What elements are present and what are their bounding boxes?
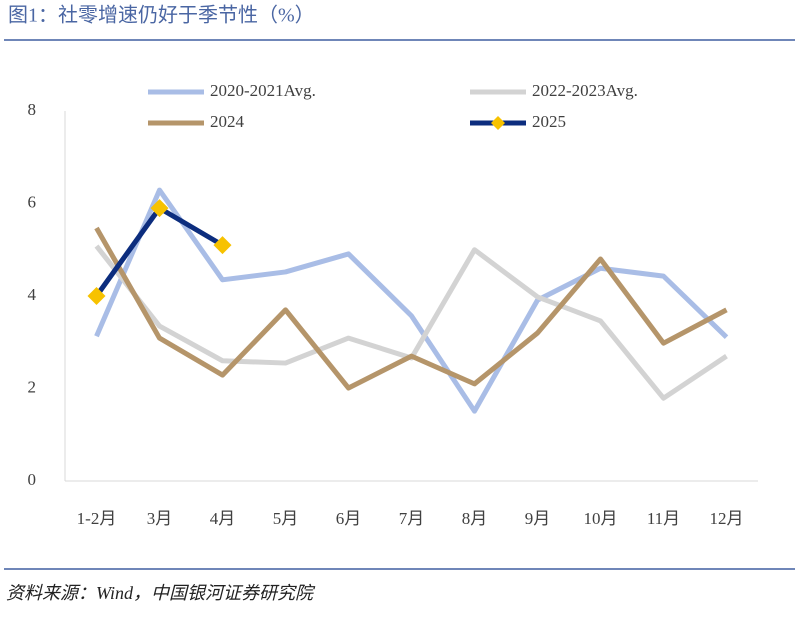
x-tick-label: 11月 <box>647 509 680 528</box>
legend-label: 2022-2023Avg. <box>532 81 638 100</box>
x-tick-label: 3月 <box>147 509 173 528</box>
x-tick-label: 5月 <box>273 509 299 528</box>
x-tick-label: 7月 <box>399 509 425 528</box>
legend-marker <box>491 116 505 130</box>
x-tick-label: 1-2月 <box>77 509 117 528</box>
y-tick-label: 6 <box>28 192 37 211</box>
y-tick-label: 0 <box>28 470 37 489</box>
series-marker <box>150 199 169 218</box>
series-line <box>94 226 728 391</box>
x-tick-label: 6月 <box>336 509 362 528</box>
series-line <box>94 244 728 401</box>
legend-label: 2020-2021Avg. <box>210 81 316 100</box>
y-tick-label: 4 <box>28 285 37 304</box>
x-tick-label: 12月 <box>710 509 744 528</box>
series-marker <box>213 236 232 255</box>
series-line <box>94 187 729 414</box>
legend-label: 2025 <box>532 112 566 131</box>
x-tick-label: 4月 <box>210 509 236 528</box>
x-tick-label: 8月 <box>462 509 488 528</box>
legend-label: 2024 <box>210 112 245 131</box>
x-tick-label: 10月 <box>584 509 618 528</box>
series-marker <box>87 287 106 305</box>
y-tick-label: 2 <box>28 377 37 396</box>
source-note: 资料来源：Wind，中国银河证券研究院 <box>6 583 316 603</box>
chart-title: 图1：社零增速仍好于季节性（%） <box>8 4 315 27</box>
y-tick-label: 8 <box>28 100 37 119</box>
x-tick-label: 9月 <box>525 509 551 528</box>
